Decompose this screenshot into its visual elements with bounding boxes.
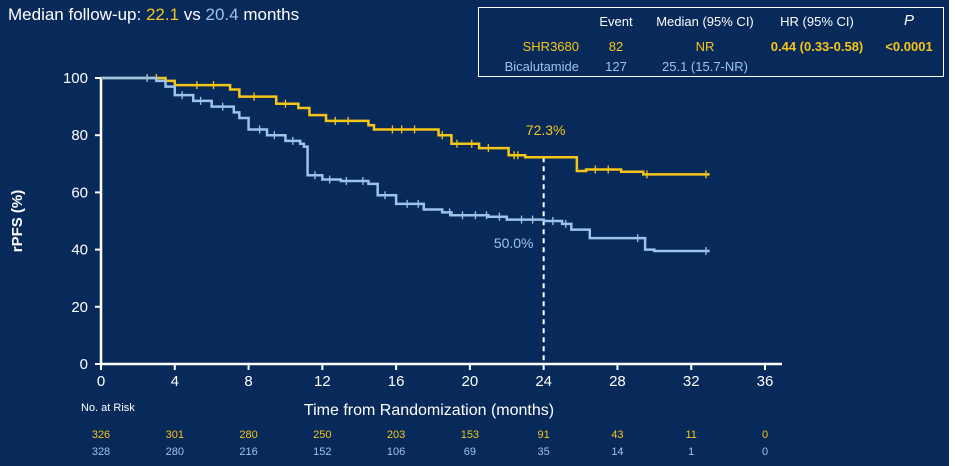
y-tick-label: 40 (71, 242, 88, 259)
risk-value-bicalutamide: 328 (91, 446, 111, 458)
annotation-shr3680: 72.3% (526, 122, 566, 138)
legend-hr-value: 0.44 (0.33-0.58) (770, 39, 864, 54)
y-tick-label: 0 (80, 356, 88, 373)
legend-p-value: <0.0001 (885, 39, 933, 54)
x-tick-label: 24 (535, 373, 552, 390)
km-curve-shr3680 (101, 76, 710, 176)
legend-event-bicalutamide: 127 (605, 59, 627, 74)
risk-value-shr3680: 301 (165, 429, 184, 441)
risk-value-shr3680: 153 (460, 429, 480, 441)
y-tick-label: 80 (71, 127, 88, 144)
legend-median-shr3680: NR (695, 39, 715, 54)
legend-arm-shr3680: SHR3680 (522, 39, 579, 54)
risk-value-bicalutamide: 69 (463, 446, 476, 458)
legend-median-bicalutamide: 25.1 (15.7-NR) (662, 59, 748, 74)
risk-value-bicalutamide: 14 (611, 446, 624, 458)
annotation-bicalutamide: 50.0% (494, 235, 534, 251)
legend-header-p: P (903, 12, 915, 29)
x-tick-label: 36 (757, 373, 774, 390)
legend-table: Event Median (95% CI) HR (95% CI) P SHR3… (478, 7, 944, 77)
risk-value-bicalutamide: 35 (537, 446, 550, 458)
x-tick-label: 28 (609, 373, 626, 390)
risk-value-shr3680: 43 (611, 429, 624, 441)
risk-value-bicalutamide: 216 (239, 446, 258, 458)
y-tick-label: 100 (63, 70, 88, 87)
x-tick-label: 32 (683, 373, 700, 390)
y-tick-label: 20 (71, 299, 88, 316)
legend-header-median: Median (95% CI) (656, 14, 754, 29)
risk-table-title: No. at Risk (81, 402, 135, 414)
x-tick-label: 8 (244, 373, 252, 390)
follow-up-bicalutamide: 20.4 (205, 5, 239, 24)
risk-value-bicalutamide: 0 (761, 446, 769, 458)
risk-value-shr3680: 91 (537, 429, 550, 441)
risk-value-bicalutamide: 106 (386, 446, 406, 458)
x-tick-label: 12 (314, 373, 331, 390)
x-tick-label: 20 (462, 373, 479, 390)
risk-value-shr3680: 280 (239, 429, 258, 441)
risk-value-shr3680: 250 (313, 429, 332, 441)
km-curve-bicalutamide (101, 76, 710, 253)
risk-value-shr3680: 11 (685, 429, 697, 441)
follow-up-suffix: months (238, 5, 300, 24)
risk-value-bicalutamide: 152 (313, 446, 332, 458)
follow-up-mid: vs (179, 5, 206, 24)
legend-arm-bicalutamide: Bicalutamide (504, 59, 579, 74)
risk-value-shr3680: 0 (761, 429, 769, 441)
follow-up-prefix: Median follow-up: (8, 5, 146, 24)
legend-header-event: Event (599, 14, 633, 29)
y-axis-label: rPFS (%) (9, 190, 26, 253)
risk-value-bicalutamide: 280 (165, 446, 184, 458)
x-tick-label: 16 (388, 373, 405, 390)
right-edge-bar (949, 0, 955, 466)
risk-value-shr3680: 203 (386, 429, 406, 441)
risk-value-bicalutamide: 1 (688, 446, 695, 458)
x-tick-label: 0 (97, 373, 105, 390)
follow-up-header: Median follow-up: 22.1 vs 20.4 months (8, 5, 299, 25)
y-tick-label: 60 (71, 184, 88, 201)
risk-value-shr3680: 326 (91, 429, 111, 441)
legend-event-shr3680: 82 (608, 39, 624, 54)
x-axis-label: Time from Randomization (months) (304, 402, 554, 419)
x-tick-label: 4 (171, 373, 179, 390)
follow-up-shr3680: 22.1 (145, 5, 180, 24)
legend-header-hr: HR (95% CI) (780, 14, 854, 29)
